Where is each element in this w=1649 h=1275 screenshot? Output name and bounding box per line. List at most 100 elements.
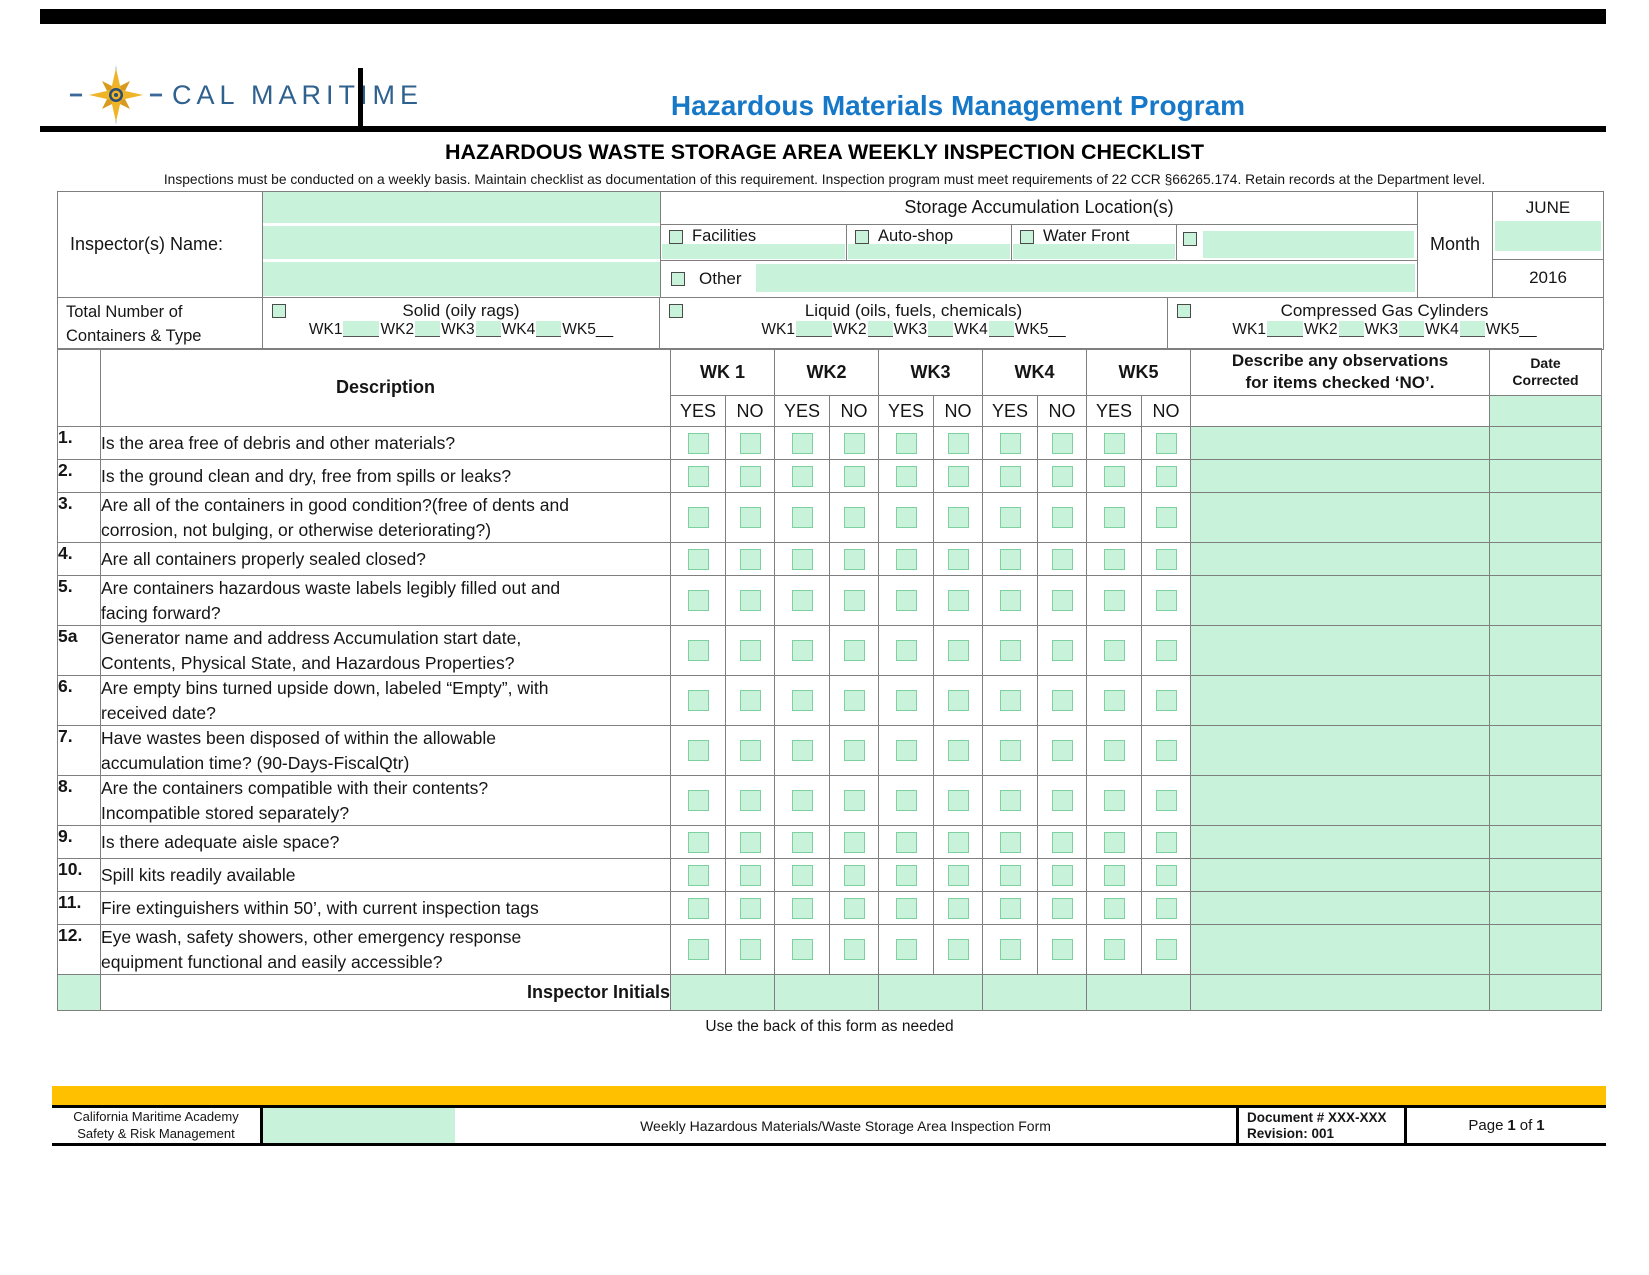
answer-checkbox[interactable] — [791, 432, 813, 454]
date-corrected-cell[interactable] — [1489, 775, 1602, 826]
other-location-input[interactable] — [755, 263, 1415, 292]
initials-input-wk2[interactable] — [774, 974, 879, 1011]
week-count-input[interactable] — [1266, 321, 1303, 337]
answer-checkbox[interactable] — [895, 432, 917, 454]
inspector-name-input[interactable] — [263, 192, 660, 223]
answer-checkbox[interactable] — [947, 864, 969, 886]
observation-cell[interactable] — [1190, 625, 1490, 676]
week-count-input[interactable] — [536, 321, 562, 337]
observation-cell[interactable] — [1190, 775, 1490, 826]
answer-checkbox[interactable] — [1155, 864, 1177, 886]
answer-checkbox[interactable] — [1051, 590, 1073, 611]
answer-checkbox[interactable] — [687, 864, 709, 886]
answer-checkbox[interactable] — [843, 864, 865, 886]
week-count-input[interactable] — [1399, 321, 1425, 337]
date-corrected-cell[interactable] — [1489, 625, 1602, 676]
answer-checkbox[interactable] — [687, 432, 709, 454]
answer-checkbox[interactable] — [999, 465, 1021, 487]
answer-checkbox[interactable] — [947, 740, 969, 761]
date-corrected-cell[interactable] — [1489, 858, 1602, 892]
initials-input-wk1[interactable] — [670, 974, 775, 1011]
answer-checkbox[interactable] — [739, 831, 761, 853]
answer-checkbox[interactable] — [843, 432, 865, 454]
checkbox-icon[interactable] — [669, 229, 683, 244]
date-corrected-cell[interactable] — [1489, 924, 1602, 975]
answer-checkbox[interactable] — [1103, 831, 1125, 853]
answer-checkbox[interactable] — [1155, 939, 1177, 960]
answer-checkbox[interactable] — [791, 831, 813, 853]
week-count-input[interactable] — [343, 321, 380, 337]
answer-checkbox[interactable] — [947, 590, 969, 611]
answer-checkbox[interactable] — [895, 790, 917, 811]
answer-checkbox[interactable] — [1051, 939, 1073, 960]
answer-checkbox[interactable] — [947, 640, 969, 661]
answer-checkbox[interactable] — [791, 740, 813, 761]
answer-checkbox[interactable] — [1103, 590, 1125, 611]
answer-checkbox[interactable] — [1103, 507, 1125, 528]
answer-checkbox[interactable] — [895, 897, 917, 919]
answer-checkbox[interactable] — [895, 831, 917, 853]
checkbox-icon[interactable] — [1020, 229, 1034, 244]
observation-cell[interactable] — [1190, 725, 1490, 776]
answer-checkbox[interactable] — [687, 831, 709, 853]
answer-checkbox[interactable] — [895, 690, 917, 711]
answer-checkbox[interactable] — [843, 690, 865, 711]
footer-input-box[interactable] — [263, 1108, 455, 1143]
answer-checkbox[interactable] — [947, 939, 969, 960]
answer-checkbox[interactable] — [895, 548, 917, 570]
answer-checkbox[interactable] — [999, 590, 1021, 611]
answer-checkbox[interactable] — [843, 548, 865, 570]
answer-checkbox[interactable] — [687, 897, 709, 919]
answer-checkbox[interactable] — [687, 548, 709, 570]
initials-input-wk3[interactable] — [878, 974, 983, 1011]
answer-checkbox[interactable] — [1103, 864, 1125, 886]
answer-checkbox[interactable] — [1103, 690, 1125, 711]
answer-checkbox[interactable] — [739, 590, 761, 611]
answer-checkbox[interactable] — [1051, 432, 1073, 454]
answer-checkbox[interactable] — [739, 507, 761, 528]
date-corrected-cell[interactable] — [1489, 542, 1602, 576]
week-count-input[interactable] — [988, 321, 1014, 337]
answer-checkbox[interactable] — [999, 939, 1021, 960]
answer-checkbox[interactable] — [947, 831, 969, 853]
answer-checkbox[interactable] — [999, 640, 1021, 661]
answer-checkbox[interactable] — [947, 432, 969, 454]
answer-checkbox[interactable] — [791, 507, 813, 528]
inspector-name-input[interactable] — [263, 262, 660, 296]
checkbox-icon[interactable] — [1183, 232, 1197, 246]
date-corrected-cell[interactable] — [1489, 575, 1602, 626]
answer-checkbox[interactable] — [791, 897, 813, 919]
checkbox-icon[interactable] — [855, 229, 869, 244]
answer-checkbox[interactable] — [999, 790, 1021, 811]
answer-checkbox[interactable] — [843, 740, 865, 761]
location-input[interactable] — [662, 244, 845, 259]
answer-checkbox[interactable] — [1103, 465, 1125, 487]
observation-cell[interactable] — [1190, 459, 1490, 493]
answer-checkbox[interactable] — [895, 740, 917, 761]
answer-checkbox[interactable] — [1103, 740, 1125, 761]
date-corrected-cell[interactable] — [1489, 675, 1602, 726]
answer-checkbox[interactable] — [999, 548, 1021, 570]
answer-checkbox[interactable] — [739, 640, 761, 661]
answer-checkbox[interactable] — [895, 640, 917, 661]
week-count-input[interactable] — [928, 321, 954, 337]
answer-checkbox[interactable] — [1155, 432, 1177, 454]
date-corrected-cell[interactable] — [1489, 725, 1602, 776]
answer-checkbox[interactable] — [1051, 507, 1073, 528]
initials-num-cell[interactable] — [57, 974, 101, 1011]
answer-checkbox[interactable] — [1155, 831, 1177, 853]
initials-input-wk5[interactable] — [1086, 974, 1191, 1011]
answer-checkbox[interactable] — [947, 507, 969, 528]
initials-input-wk4[interactable] — [982, 974, 1087, 1011]
observation-cell[interactable] — [1190, 542, 1490, 576]
answer-checkbox[interactable] — [687, 507, 709, 528]
answer-checkbox[interactable] — [739, 790, 761, 811]
answer-checkbox[interactable] — [1051, 864, 1073, 886]
week-count-input[interactable] — [1459, 321, 1485, 337]
answer-checkbox[interactable] — [791, 640, 813, 661]
answer-checkbox[interactable] — [1155, 690, 1177, 711]
answer-checkbox[interactable] — [1155, 740, 1177, 761]
answer-checkbox[interactable] — [1051, 897, 1073, 919]
answer-checkbox[interactable] — [1103, 790, 1125, 811]
answer-checkbox[interactable] — [791, 590, 813, 611]
